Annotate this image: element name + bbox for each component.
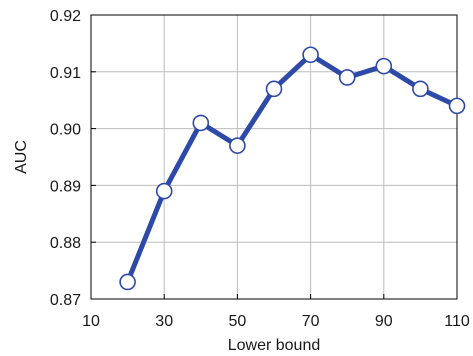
- x-tick-label: 30: [155, 313, 173, 330]
- data-point: [192, 114, 210, 132]
- plot-frame: [90, 14, 458, 300]
- y-tick-label: 0.87: [50, 292, 81, 309]
- data-point: [155, 182, 173, 200]
- y-tick-label: 0.92: [50, 8, 81, 25]
- data-point: [229, 137, 246, 154]
- y-tick-label: 0.88: [50, 235, 81, 252]
- y-axis-label: AUC: [13, 140, 30, 174]
- data-point: [338, 69, 356, 86]
- x-tick-label: 90: [375, 313, 393, 330]
- x-tick-label: 50: [229, 313, 247, 330]
- series-line: [125, 52, 460, 285]
- data-point: [448, 97, 466, 115]
- x-tick-label: 10: [82, 313, 100, 330]
- data-point: [412, 80, 429, 98]
- grid: [90, 14, 458, 300]
- y-tick-label: 0.90: [50, 122, 81, 139]
- data-point: [302, 46, 319, 64]
- data-point: [119, 273, 136, 291]
- y-tick-label: 0.91: [50, 65, 81, 82]
- x-axis-label: Lower bound: [228, 337, 321, 354]
- tick-labels: 10 30 50 70 90 110 0.87 0.88 0.89 0.90 0.91 0.92: [50, 8, 470, 330]
- x-tick-label: 70: [302, 313, 320, 330]
- data-point: [375, 57, 393, 75]
- series-layer: [119, 46, 466, 291]
- x-tick-label: 110: [444, 313, 470, 330]
- data-point: [265, 80, 283, 98]
- y-tick-label: 0.89: [50, 178, 81, 195]
- axes: [90, 14, 458, 300]
